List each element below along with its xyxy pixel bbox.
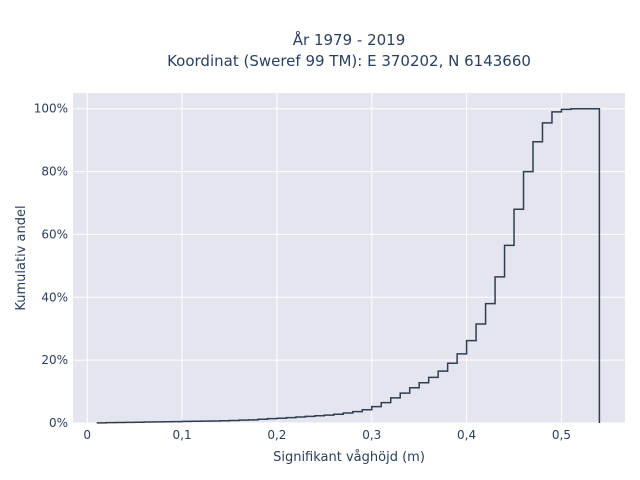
y-tick-label: 60% — [41, 227, 68, 241]
x-axis-label: Signifikant våghöjd (m) — [273, 450, 425, 465]
x-tick-label: 0,5 — [552, 428, 571, 442]
y-tick-label: 0% — [49, 416, 68, 430]
plot-background — [73, 93, 625, 423]
y-tick-label: 80% — [41, 165, 68, 179]
grid-layer — [73, 93, 625, 424]
chart-title-line-2: Koordinat (Sweref 99 TM): E 370202, N 61… — [167, 52, 531, 70]
y-tick-label: 100% — [34, 102, 68, 116]
x-tick-label: 0,2 — [267, 428, 286, 442]
y-axis-label: Kumulativ andel — [14, 205, 29, 310]
x-tick-label: 0,1 — [173, 428, 192, 442]
x-tick-labels: 0 0,1 0,2 0,3 0,4 0,5 — [83, 428, 571, 442]
x-tick-label: 0,4 — [457, 428, 476, 442]
chart-title-line-1: År 1979 - 2019 — [293, 30, 406, 49]
y-tick-label: 20% — [41, 353, 68, 367]
y-tick-labels: 0% 20% 40% 60% 80% 100% — [34, 102, 68, 430]
x-tick-label: 0,3 — [362, 428, 381, 442]
x-tick-label: 0 — [83, 428, 91, 442]
y-tick-label: 40% — [41, 290, 68, 304]
cumulative-step-line — [96, 107, 601, 424]
